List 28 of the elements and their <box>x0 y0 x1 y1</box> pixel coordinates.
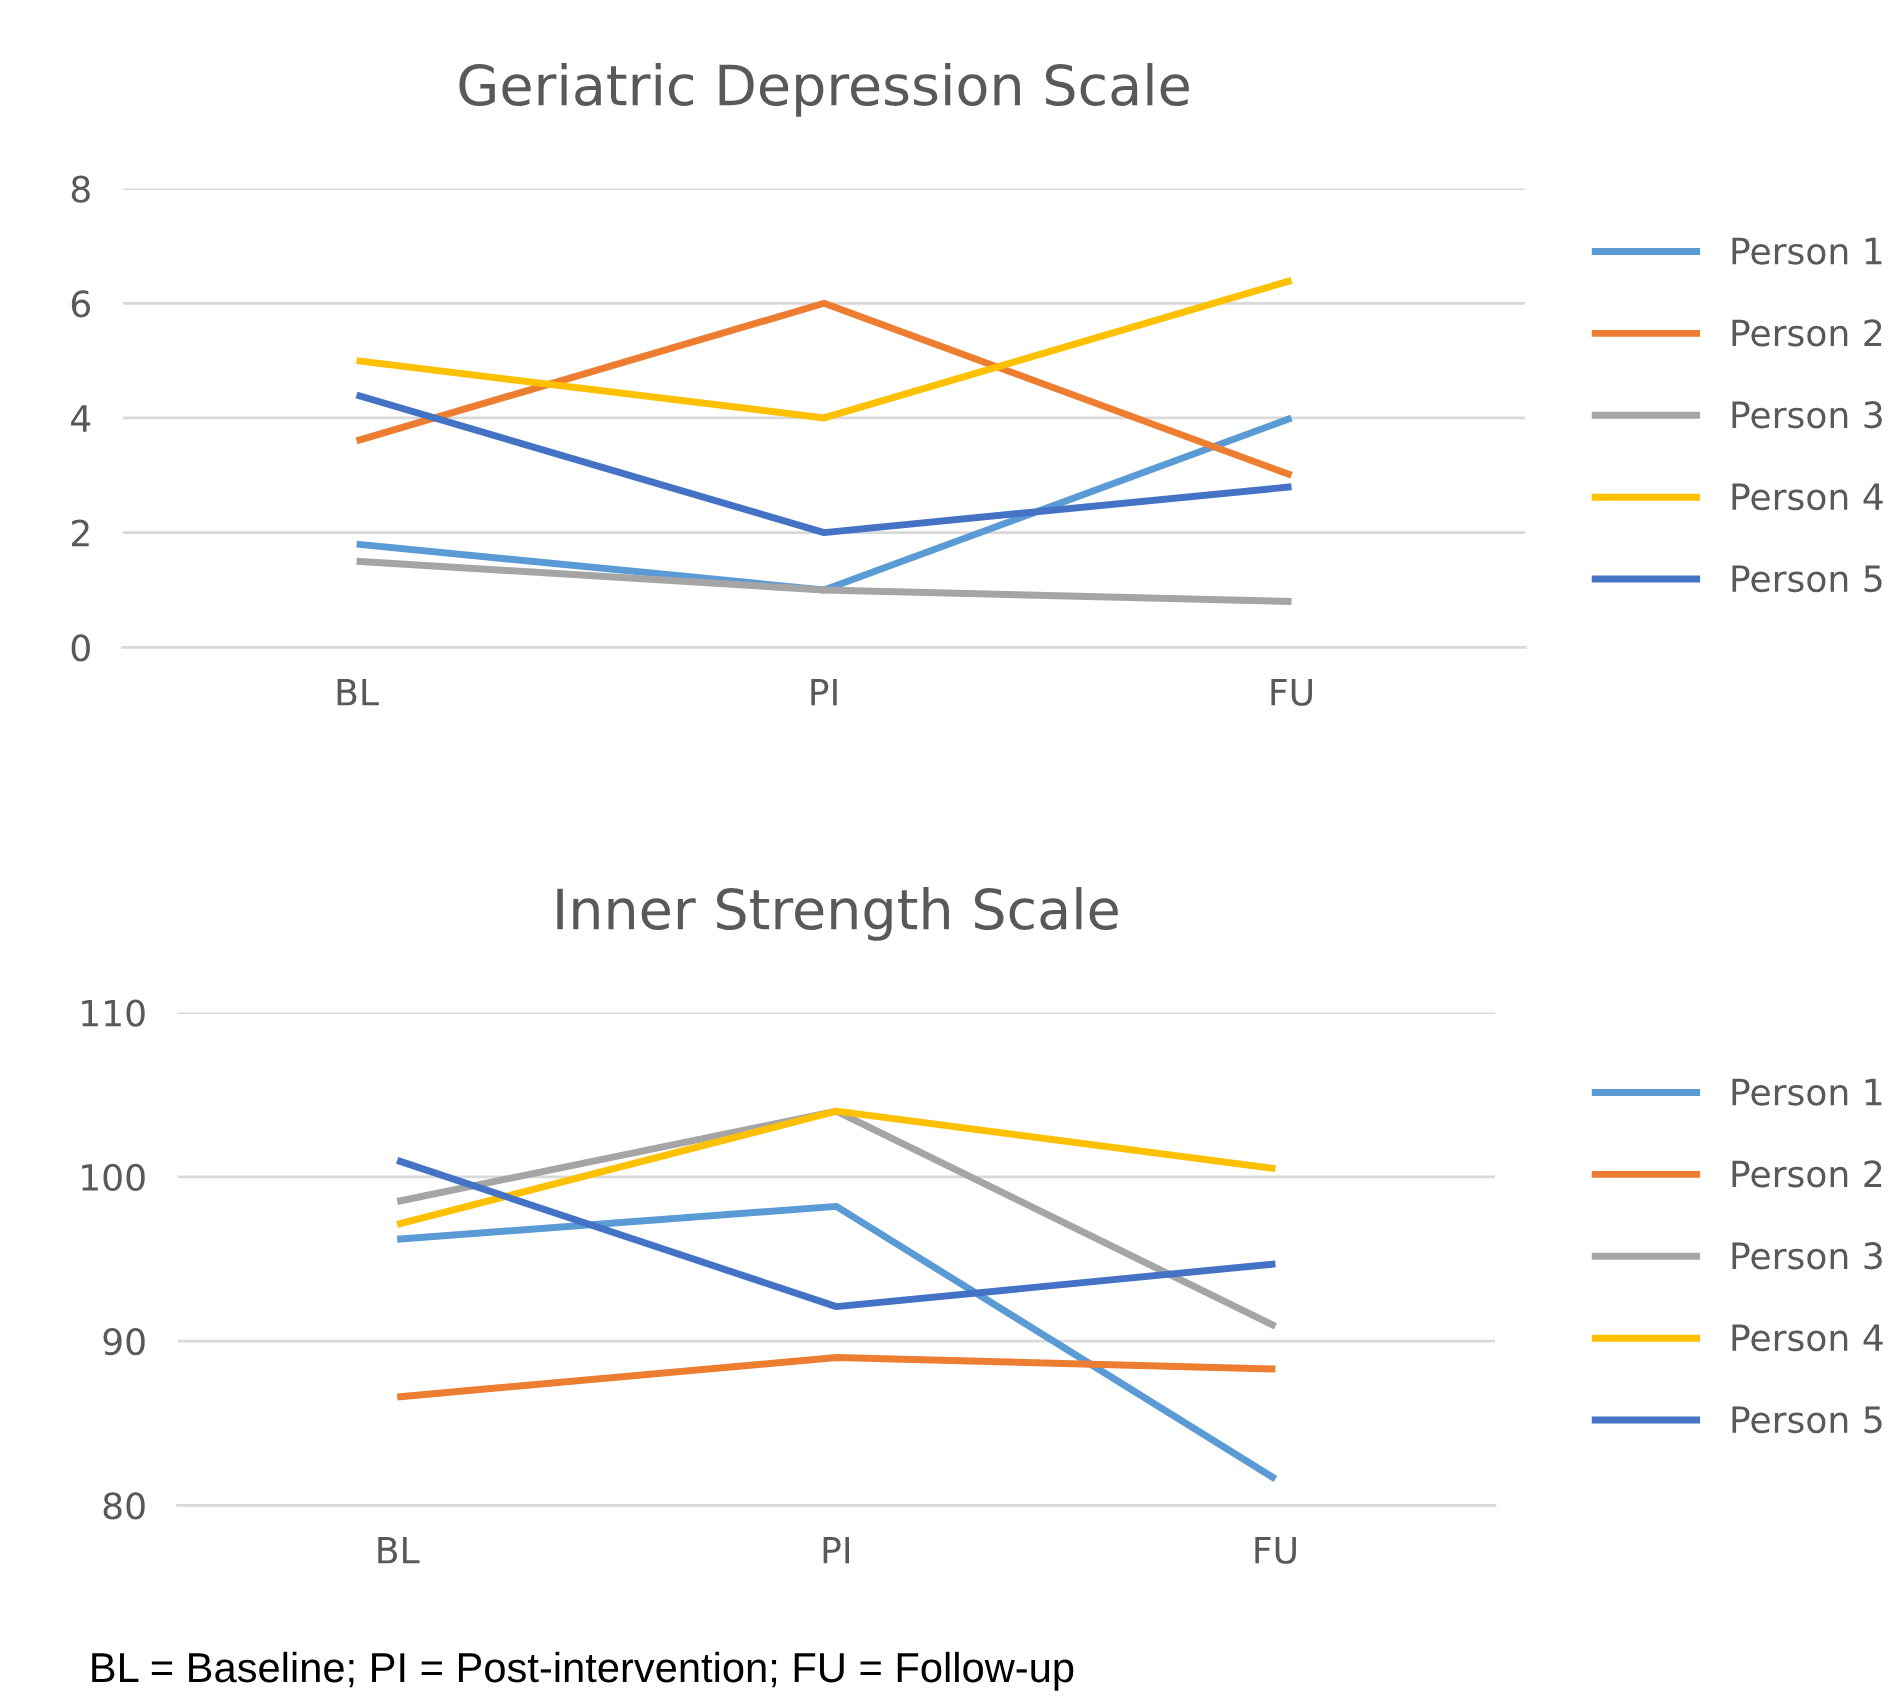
x-tick-label: BL <box>378 1536 420 1564</box>
y-tick-label: 4 <box>71 405 91 432</box>
x-tick-label: PI <box>823 1536 849 1564</box>
y-tick-label: 0 <box>71 634 90 662</box>
y-tick-label: 80 <box>103 1492 145 1520</box>
x-tick-label: PI <box>811 678 837 706</box>
x-tick-label: FU <box>1255 1536 1296 1564</box>
legend-label: Person 5 <box>1732 565 1882 593</box>
y-tick-label: 90 <box>103 1328 145 1356</box>
legend-label: Person 4 <box>1732 1324 1883 1352</box>
legend-label: Person 1 <box>1732 1078 1882 1106</box>
x-tick-label: FU <box>1271 678 1312 706</box>
y-tick-label: 110 <box>82 999 145 1027</box>
y-tick-label: 8 <box>71 175 90 203</box>
y-tick-label: 2 <box>71 519 89 547</box>
legend-label: Person 4 <box>1732 483 1883 511</box>
x-tick-label: BL <box>337 678 379 706</box>
chart-title: Inner Strength Scale <box>557 887 1118 941</box>
legend-label: Person 3 <box>1732 1242 1882 1270</box>
legend-label: Person 2 <box>1732 319 1882 347</box>
chart-title: Geriatric Depression Scale <box>459 63 1189 117</box>
y-tick-label: 6 <box>71 290 91 318</box>
legend-label: Person 2 <box>1732 1160 1882 1188</box>
y-tick-label: 100 <box>82 1163 145 1192</box>
legend-label: Person 3 <box>1732 401 1882 429</box>
text: BL = Baseline; PI = Post-intervention; FU = Follow-up <box>92 1651 1074 1691</box>
legend-label: Person 1 <box>1732 237 1882 265</box>
legend-label: Person 5 <box>1732 1406 1882 1434</box>
